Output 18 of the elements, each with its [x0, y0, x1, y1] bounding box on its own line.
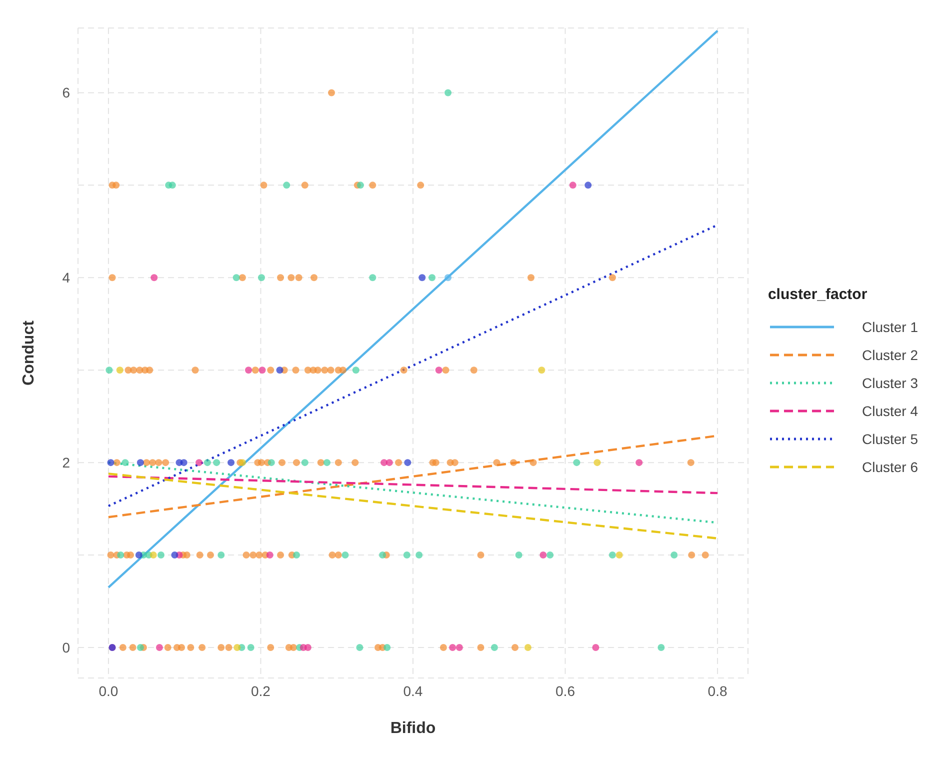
legend-label: Cluster 6: [862, 458, 918, 474]
legend-title: cluster_factor: [768, 286, 868, 302]
x-tick-label: 0.0: [98, 682, 118, 699]
legend-label: Cluster 5: [862, 430, 918, 446]
y-tick-label: 0: [62, 639, 70, 656]
x-axis-title: Bifido: [390, 720, 436, 737]
legend-label: Cluster 2: [862, 346, 918, 362]
y-tick-label: 6: [62, 84, 70, 101]
legend-label: Cluster 4: [862, 402, 918, 418]
legend-label: Cluster 3: [862, 374, 918, 390]
x-tick-label: 0.6: [556, 682, 576, 699]
legend-label: Cluster 1: [862, 318, 918, 334]
x-tick-label: 0.8: [708, 682, 728, 699]
y-axis-title: Conduct: [20, 320, 38, 386]
y-tick-label: 2: [62, 454, 70, 471]
x-tick-label: 0.4: [403, 682, 423, 699]
y-tick-label: 4: [62, 270, 70, 286]
x-tick-label: 0.2: [250, 682, 271, 699]
